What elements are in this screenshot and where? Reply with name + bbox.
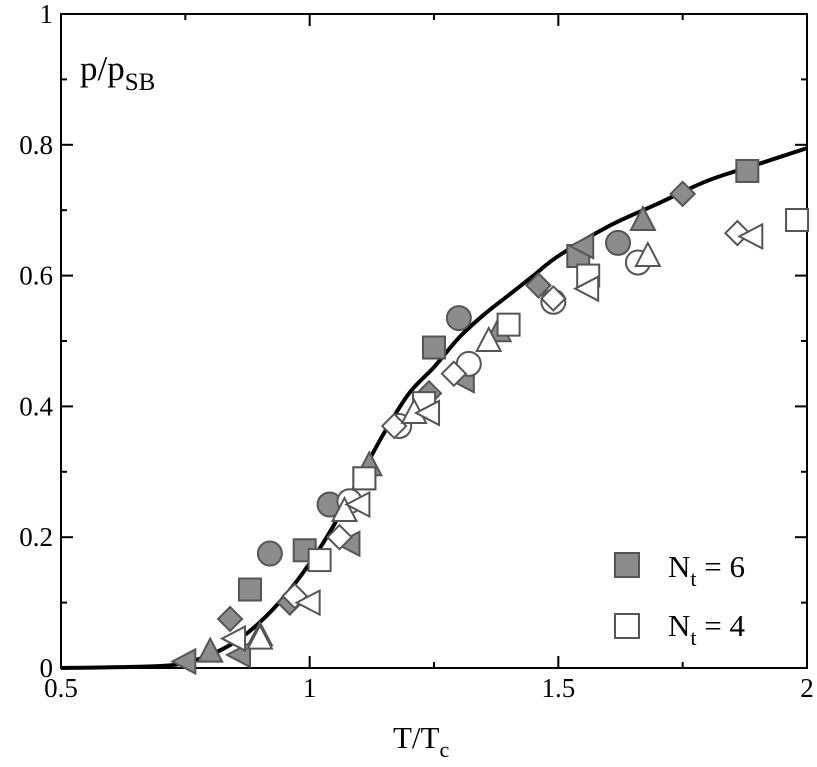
y-tick-label: 0.2 [19,522,53,552]
open-triangle-left-marker [573,275,600,303]
legend-label-nt6: Nt = 6 [668,549,745,591]
open-triangle-left-marker [344,490,371,519]
filled-triangle-left-marker [568,232,595,260]
filled-diamond-marker [525,271,552,299]
legend: Nt = 6 Nt = 4 [614,549,745,650]
data-markers [170,158,810,676]
open-triangle-up-marker [246,623,274,650]
filled-square-marker [735,158,760,183]
x-tick-label: 1.5 [541,673,575,703]
y-axis-title: p/pSB [80,49,155,96]
x-axis-title: T/Tc [393,720,450,762]
filled-triangle-up-marker [629,204,657,232]
filled-circle-marker [445,305,472,332]
open-triangle-up-marker [475,325,503,352]
filled-circle-marker [256,540,283,567]
x-tick-label: 2 [800,673,814,703]
tick-labels: 0.5 1 1.5 2 0 0.2 0.4 0.6 0.8 1 [19,0,814,703]
filled-triangle-left-marker [170,647,197,676]
y-tick-label: 1 [40,0,54,29]
open-triangle-up-marker [634,240,662,267]
axis-ticks [60,13,808,669]
y-tick-label: 0 [40,653,54,683]
y-tick-label: 0.8 [19,130,53,160]
x-tick-label: 0.5 [44,673,78,703]
open-square-marker [785,208,810,233]
filled-diamond-marker [669,180,697,208]
open-square-marker [307,548,332,573]
open-triangle-left-marker [413,399,441,427]
open-triangle-left-marker [294,588,321,617]
open-diamond-marker [440,360,468,388]
open-diamond-marker [326,523,353,551]
open-square-marker [496,312,521,337]
legend-label-nt4: Nt = 4 [668,608,745,650]
open-diamond-marker [539,285,567,312]
filled-triangle-up-marker [196,636,224,663]
filled-square-marker [237,577,262,602]
y-tick-label: 0.6 [19,261,53,291]
filled-circle-marker [605,229,632,256]
filled-square-marker [422,335,446,360]
open-triangle-up-marker [330,495,359,523]
filled-diamond-marker [216,605,244,633]
open-triangle-left-marker [219,624,247,653]
open-triangle-left-marker [737,222,764,251]
y-tick-label: 0.4 [19,391,53,421]
open-square-marker [352,466,377,491]
legend-marker-nt6 [614,552,640,578]
x-tick-label: 1 [303,673,317,703]
legend-marker-nt4 [614,613,640,639]
